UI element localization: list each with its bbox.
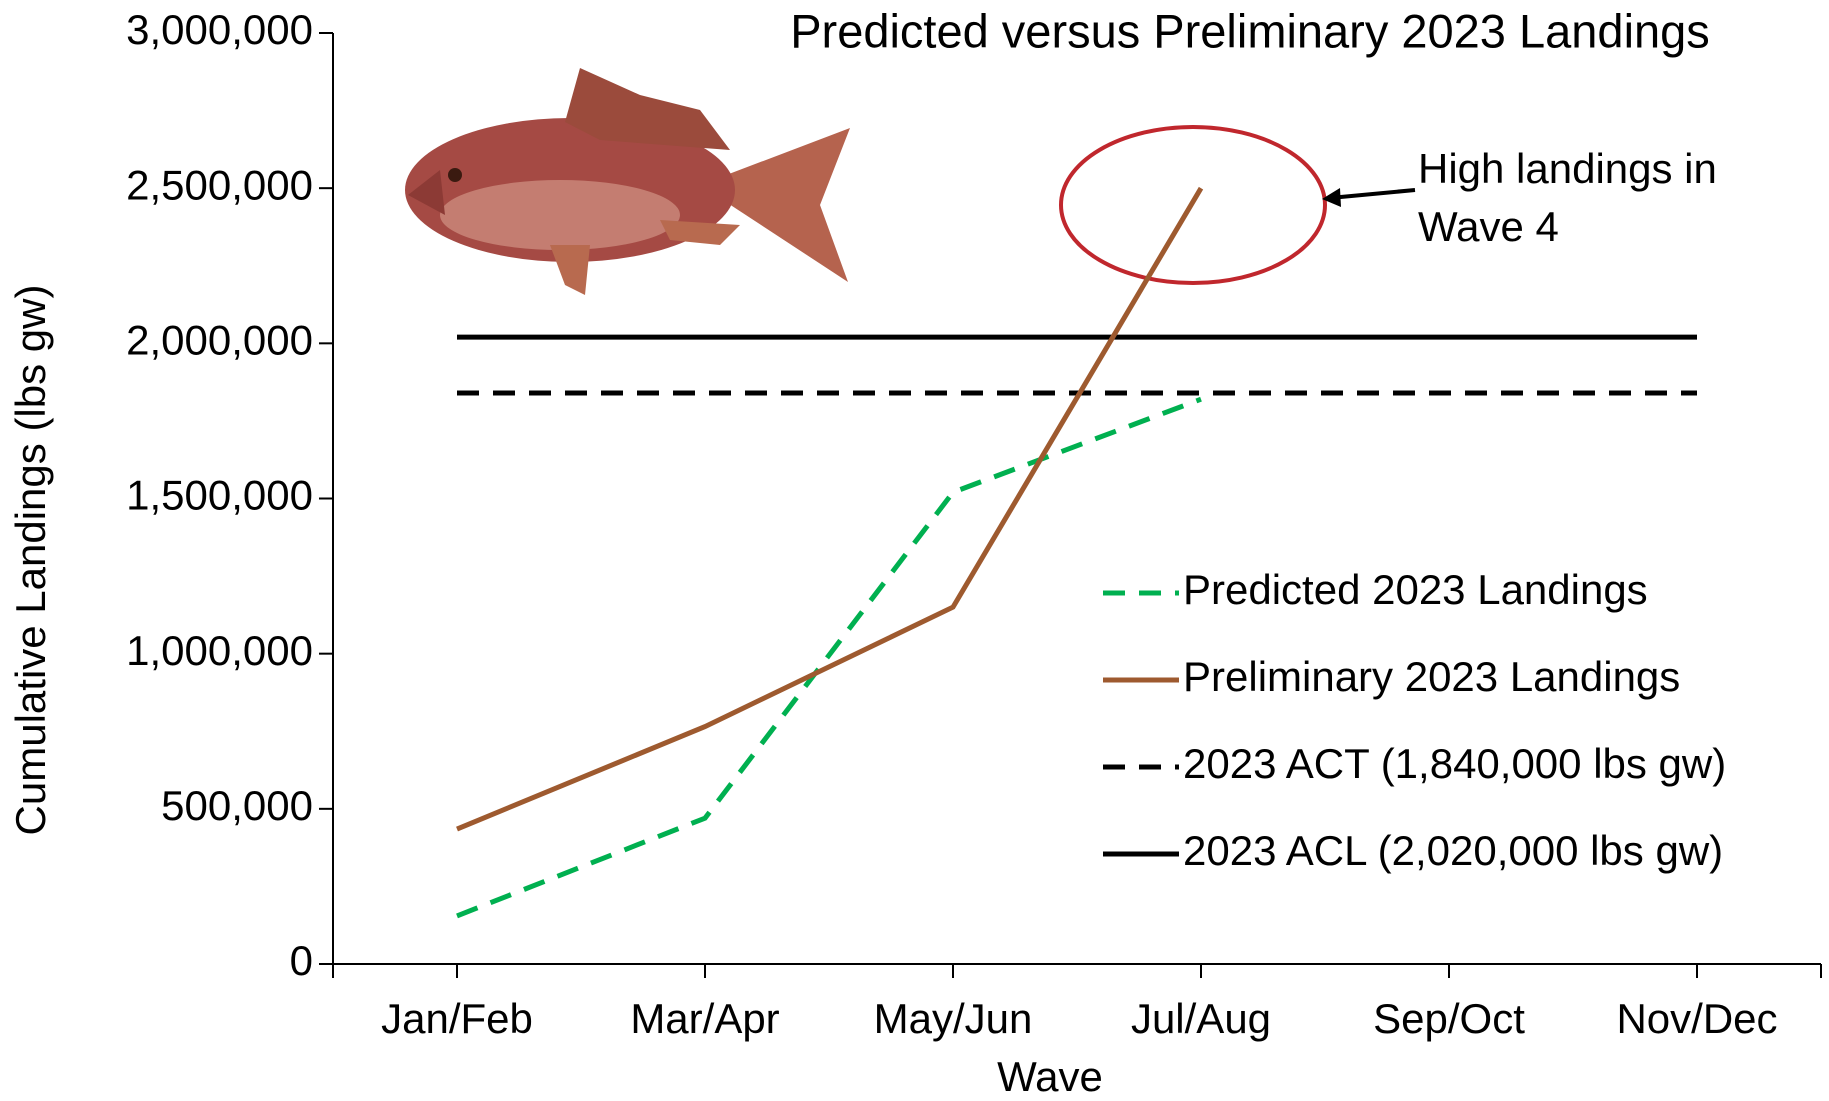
- legend-label: 2023 ACT (1,840,000 lbs gw): [1183, 740, 1726, 787]
- highlight-ellipse: [1059, 125, 1327, 285]
- y-tick-label: 1,000,000: [126, 627, 313, 674]
- legend-label: Predicted 2023 Landings: [1183, 566, 1648, 613]
- y-tick-label: 500,000: [161, 782, 313, 829]
- x-tick-label: May/Jun: [874, 995, 1033, 1042]
- x-tick-label: Jul/Aug: [1131, 995, 1271, 1042]
- y-tick-label: 0: [290, 937, 313, 984]
- y-tick-label: 2,500,000: [126, 161, 313, 208]
- x-tick-label: Sep/Oct: [1373, 995, 1525, 1042]
- annotation-text: High landings in: [1418, 145, 1717, 192]
- y-tick-label: 1,500,000: [126, 472, 313, 519]
- annotation: High landings in Wave 4: [1059, 125, 1717, 285]
- annotation-arrow: [1329, 188, 1416, 200]
- fish-illustration: [405, 68, 850, 295]
- x-tick-label: Mar/Apr: [630, 995, 779, 1042]
- legend-label: Preliminary 2023 Landings: [1183, 653, 1680, 700]
- x-tick-label: Jan/Feb: [381, 995, 533, 1042]
- annotation-text: Wave 4: [1418, 203, 1559, 250]
- y-tick-label: 3,000,000: [126, 6, 313, 53]
- series-line: [456, 186, 1204, 832]
- series-line: [456, 396, 1202, 919]
- legend-label: 2023 ACL (2,020,000 lbs gw): [1183, 827, 1723, 874]
- arrow-head: [1322, 188, 1341, 207]
- x-axis-label: Wave: [997, 1053, 1103, 1100]
- y-axis-label: Cumulative Landings (lbs gw): [7, 285, 54, 836]
- chart-title: Predicted versus Preliminary 2023 Landin…: [790, 4, 1710, 57]
- y-tick-label: 2,000,000: [126, 316, 313, 363]
- x-tick-label: Nov/Dec: [1616, 995, 1777, 1042]
